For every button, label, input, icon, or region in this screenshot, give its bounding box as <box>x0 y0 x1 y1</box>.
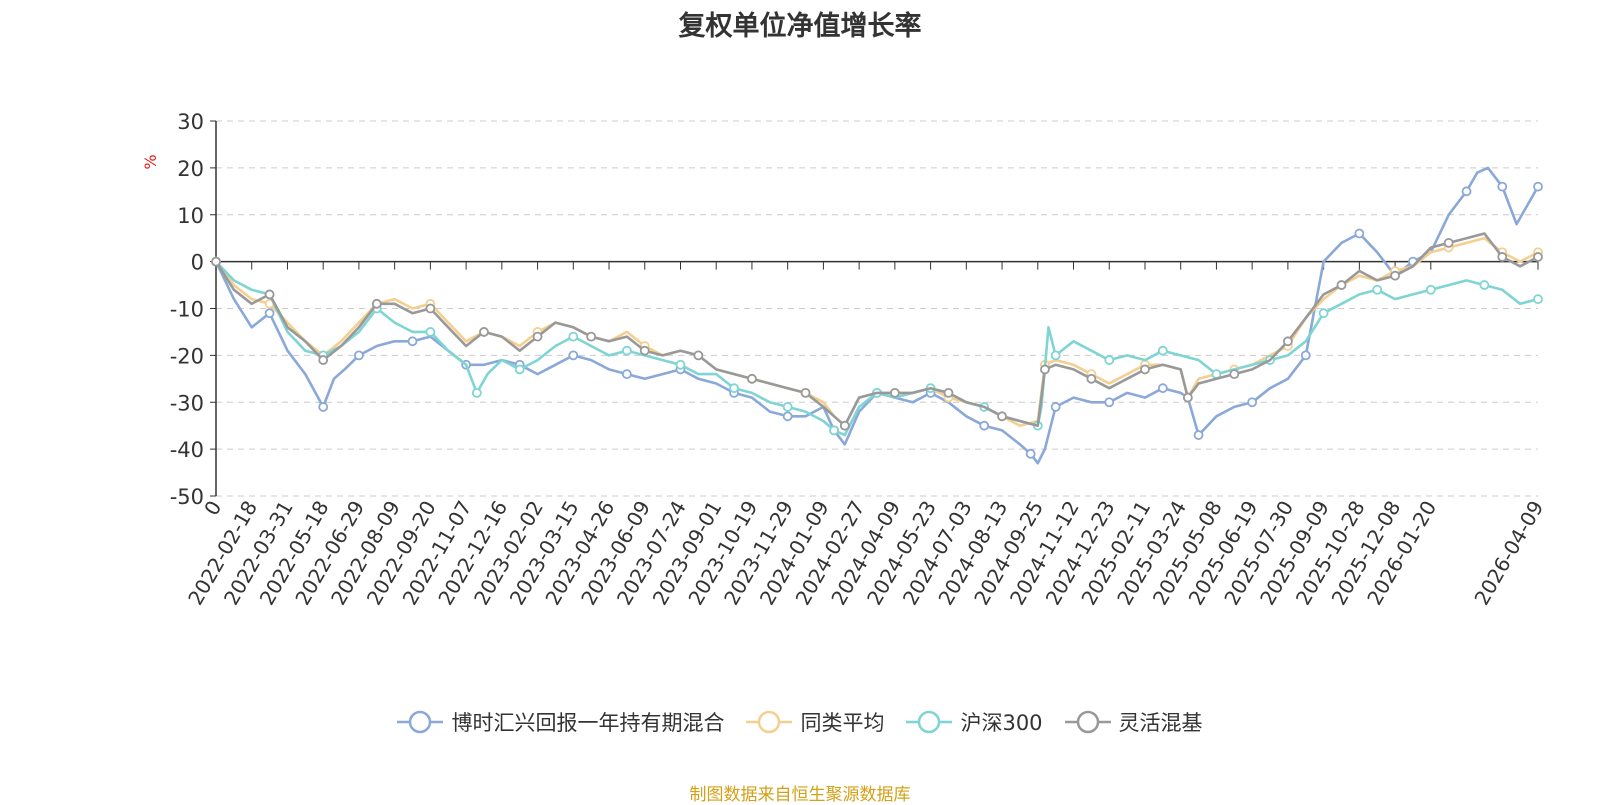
series-2-point-75 <box>1479 280 1490 290</box>
y-tick-label-0: 30 <box>177 110 204 134</box>
series-2-point-72 <box>1425 284 1436 295</box>
series-3-point-9 <box>371 298 382 309</box>
y-tick-label-7: -40 <box>170 438 204 462</box>
legend-label: 灵活混基 <box>1118 711 1203 735</box>
y-axis-label: % <box>141 154 160 169</box>
series-0-point-6 <box>318 402 329 412</box>
series-0-point-9 <box>354 350 364 361</box>
x-tick-label-35: 2026-04-09 <box>1469 497 1548 610</box>
series-2-point-18 <box>514 364 525 375</box>
legend-swatch-icon <box>1064 710 1111 734</box>
y-tick-label-2: 10 <box>177 204 204 228</box>
series-2-point-30 <box>729 383 739 394</box>
series-0-point-66 <box>1300 350 1311 361</box>
series-3-point-30 <box>747 373 757 384</box>
series-line-3 <box>214 232 1539 428</box>
legend-item-0[interactable]: 博时汇兴回报一年持有期混合 <box>397 707 724 737</box>
series-3-point-45 <box>997 411 1007 422</box>
legend-swatch-icon <box>906 710 953 734</box>
series-3-point-36 <box>839 420 850 431</box>
series-3-point-27 <box>693 350 704 361</box>
series-2-point-24 <box>621 345 632 356</box>
series-3-point-12 <box>425 303 436 314</box>
series-3-point-48 <box>1040 364 1050 375</box>
series-2-point-57 <box>1157 345 1168 356</box>
series-3-point-54 <box>1140 364 1150 375</box>
series-2-point-21 <box>568 331 579 342</box>
series-0-point-81 <box>1533 181 1543 192</box>
legend-label: 同类平均 <box>800 711 885 735</box>
y-tick-label-8: -50 <box>170 485 204 509</box>
series-3-point-18 <box>532 331 543 342</box>
series-3-point-33 <box>800 387 811 398</box>
series-3-point-63 <box>1282 336 1293 347</box>
series-2-point-78 <box>1533 294 1543 305</box>
series-0-point-69 <box>1354 228 1365 239</box>
series-3-point-42 <box>943 387 954 398</box>
x-tick-label-0: 0 <box>199 497 226 520</box>
legend-item-3[interactable]: 灵活混基 <box>1064 707 1203 737</box>
chart-title: 复权单位净值增长率 <box>678 11 922 42</box>
series-3-point-60 <box>1229 369 1240 380</box>
series-group <box>211 166 1543 465</box>
series-0-point-45 <box>979 420 990 431</box>
series-0-point-24 <box>621 369 632 380</box>
legend-label: 沪深300 <box>960 711 1043 735</box>
series-3-point-77 <box>1533 252 1543 262</box>
y-tick-label-3: 0 <box>191 251 204 275</box>
series-0-point-60 <box>1193 430 1204 440</box>
source-note: 制图数据来自恒生聚源数据库 <box>689 785 911 805</box>
axes: 3020100-10-20-30-40-5002022-02-182022-03… <box>170 110 1549 609</box>
series-0-point-57 <box>1157 383 1168 394</box>
series-3-point-39 <box>889 387 900 398</box>
series-2-point-12 <box>425 327 436 337</box>
series-0-point-75 <box>1461 186 1472 197</box>
series-0-point-33 <box>782 411 793 422</box>
legend-swatch-icon <box>746 710 793 734</box>
series-0-point-21 <box>568 350 579 361</box>
series-0-point-51 <box>1050 402 1061 412</box>
series-3-point-15 <box>479 327 489 337</box>
series-0-point-48 <box>1025 448 1036 459</box>
y-tick-label-1: 20 <box>177 157 204 181</box>
series-2-point-51 <box>1050 350 1061 361</box>
series-3-point-72 <box>1443 237 1454 248</box>
series-0-point-12 <box>407 336 418 347</box>
series-2-point-66 <box>1318 308 1329 319</box>
series-3-point-51 <box>1086 373 1097 384</box>
y-tick-label-6: -30 <box>170 391 204 415</box>
series-2-point-69 <box>1372 284 1383 295</box>
series-3-point-24 <box>639 345 650 356</box>
series-0-point-54 <box>1104 397 1115 408</box>
series-2-point-33 <box>782 402 793 412</box>
series-line-0 <box>214 166 1540 465</box>
legend-item-2[interactable]: 沪深300 <box>906 707 1043 737</box>
series-2-point-15 <box>471 387 482 398</box>
series-0-point-78 <box>1497 181 1508 192</box>
legend: 博时汇兴回报一年持有期混合 同类平均 沪深300 灵活混基 <box>0 707 1600 737</box>
series-2-point-27 <box>675 359 686 370</box>
legend-label: 博时汇兴回报一年持有期混合 <box>451 711 725 735</box>
series-3-point-6 <box>318 355 329 365</box>
y-tick-label-4: -10 <box>170 298 204 322</box>
series-3-point-69 <box>1390 270 1400 281</box>
series-3-point-0 <box>211 256 221 267</box>
y-tick-label-5: -20 <box>170 344 204 368</box>
series-3-point-3 <box>264 289 275 300</box>
series-3-point-57 <box>1182 392 1193 403</box>
series-0-point-3 <box>264 308 275 319</box>
series-2-point-36 <box>829 425 840 436</box>
legend-swatch-icon <box>397 710 444 734</box>
series-3-point-21 <box>586 331 597 342</box>
series-3-point-75 <box>1497 252 1508 262</box>
legend-item-1[interactable]: 同类平均 <box>746 707 884 737</box>
series-3-point-66 <box>1336 280 1347 290</box>
series-0-point-63 <box>1247 397 1258 408</box>
series-2-point-54 <box>1104 355 1115 365</box>
